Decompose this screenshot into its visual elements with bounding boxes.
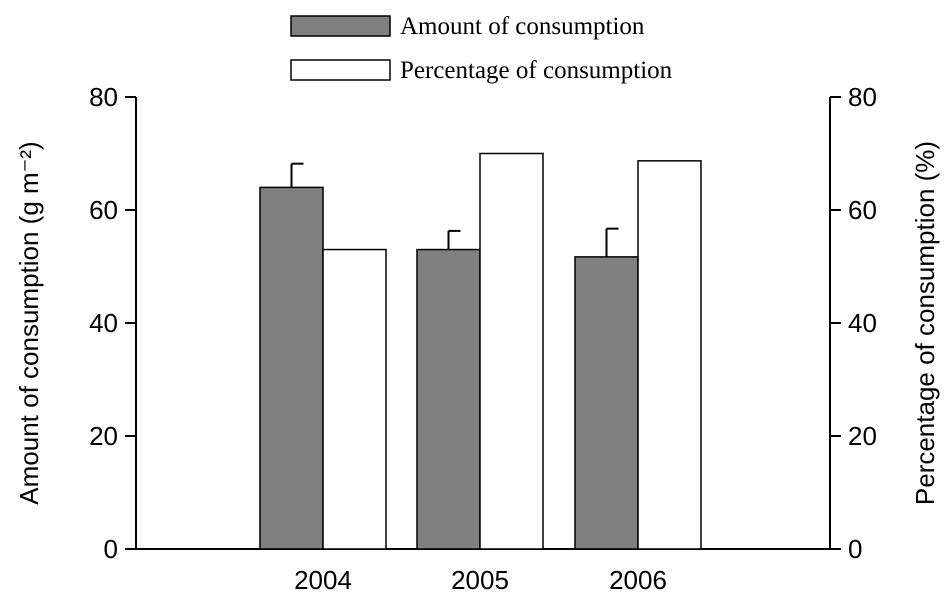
- y2-axis-label: Percentage of consumption (%): [910, 141, 940, 505]
- y-tick-label: 40: [89, 308, 118, 338]
- bar: [416, 248, 481, 550]
- y-tick-label: 80: [89, 82, 118, 112]
- bar: [322, 248, 387, 550]
- legend-swatch: [290, 15, 391, 37]
- bar: [637, 160, 702, 550]
- y-tick-label: 60: [89, 195, 118, 225]
- y2-tick-label: 80: [848, 82, 877, 112]
- x-tick-label: 2006: [609, 565, 667, 595]
- legend-label: Percentage of consumption: [400, 57, 673, 84]
- y2-tick-label: 60: [848, 195, 877, 225]
- y-tick-label: 20: [89, 421, 118, 451]
- bar: [574, 256, 639, 550]
- y-tick-label: 0: [104, 534, 118, 564]
- y-axis-label: Amount of consumption (g m⁻²): [14, 141, 44, 504]
- y2-tick-label: 0: [848, 534, 862, 564]
- y2-tick-label: 40: [848, 308, 877, 338]
- legend-label: Amount of consumption: [400, 13, 645, 40]
- x-tick-label: 2005: [451, 565, 509, 595]
- y2-tick-label: 20: [848, 421, 877, 451]
- x-tick-label: 2004: [294, 565, 352, 595]
- bar: [259, 186, 324, 550]
- bar: [479, 152, 544, 550]
- legend-swatch: [290, 59, 391, 81]
